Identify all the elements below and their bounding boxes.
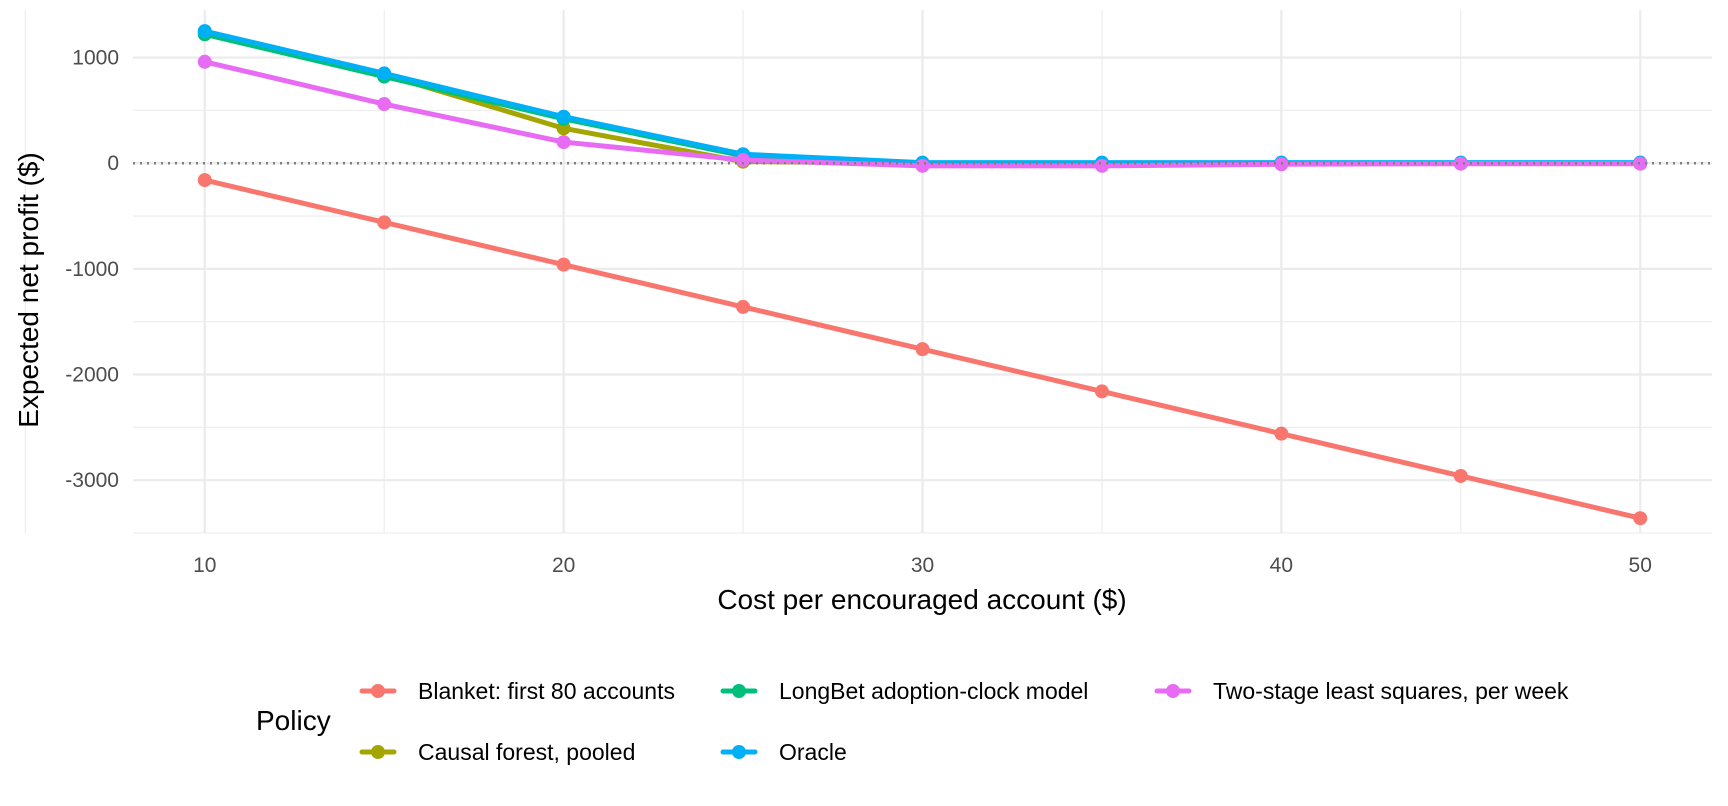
data-point (1274, 426, 1289, 441)
x-tick-label: 40 (1270, 554, 1293, 577)
x-tick-label: 20 (552, 554, 575, 577)
data-point (197, 173, 212, 188)
legend-title: Policy (256, 705, 331, 736)
legend-key-point (371, 745, 385, 759)
data-point (915, 158, 930, 173)
data-point (1633, 511, 1648, 526)
legend-item: Causal forest, pooled (359, 739, 635, 765)
legend-label: Oracle (779, 739, 847, 765)
y-tick-label: -1000 (65, 258, 119, 281)
legend-item: Blanket: first 80 accounts (359, 678, 675, 704)
data-point (556, 257, 571, 272)
legend-key-point (1166, 684, 1180, 698)
legend-item: LongBet adoption-clock model (720, 678, 1088, 704)
data-point (197, 24, 212, 39)
data-point (736, 153, 751, 168)
x-axis-ticks: 10 20 30 40 50 (193, 554, 1652, 577)
data-point (377, 215, 392, 230)
data-point (556, 135, 571, 150)
legend-label: Blanket: first 80 accounts (418, 678, 675, 704)
legend-key-point (732, 684, 746, 698)
data-point (556, 109, 571, 124)
x-tick-label: 30 (911, 554, 934, 577)
data-point (915, 342, 930, 357)
data-point (1453, 468, 1468, 483)
series (197, 173, 1648, 526)
data-point (1094, 158, 1109, 173)
data-point (1633, 156, 1648, 171)
x-tick-label: 50 (1629, 554, 1652, 577)
data-point (377, 66, 392, 81)
y-axis-title: Expected net profit ($) (13, 152, 44, 427)
y-tick-label: -2000 (65, 364, 119, 387)
legend-key-point (732, 745, 746, 759)
y-axis-ticks: 1000 0 -1000 -2000 -3000 (65, 47, 119, 493)
legend-item: Two-stage least squares, per week (1154, 678, 1569, 704)
data-point (197, 54, 212, 69)
data-point (377, 97, 392, 112)
data-point (1453, 156, 1468, 171)
y-tick-label: -3000 (65, 469, 119, 492)
x-tick-label: 10 (193, 554, 216, 577)
y-tick-label: 1000 (72, 47, 119, 70)
y-tick-label: 0 (107, 152, 119, 175)
legend-item: Oracle (720, 739, 847, 765)
legend-label: Causal forest, pooled (418, 739, 635, 765)
legend-key-point (371, 684, 385, 698)
grid (24, 10, 1712, 534)
data-point (736, 299, 751, 314)
legend: Policy Blanket: first 80 accounts LongBet… (256, 678, 1569, 765)
data-point (1094, 384, 1109, 399)
x-axis-title: Cost per encouraged account ($) (717, 584, 1126, 615)
legend-label: LongBet adoption-clock model (779, 678, 1088, 704)
legend-label: Two-stage least squares, per week (1213, 678, 1569, 704)
